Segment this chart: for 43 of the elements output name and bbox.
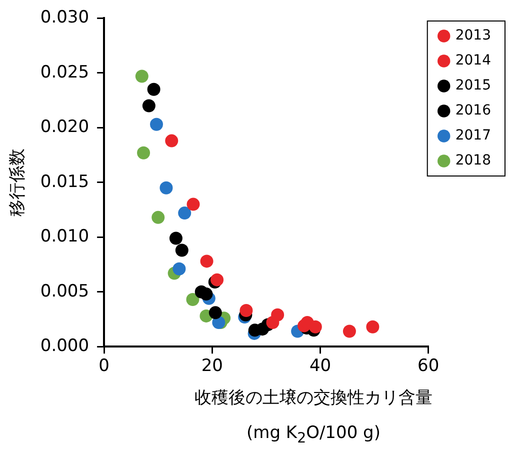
point <box>210 273 224 286</box>
y-tick-label: 0.020 <box>40 117 90 138</box>
point <box>172 262 186 276</box>
y-tick-label: 0.010 <box>40 226 90 247</box>
x-axis-title: 收穫後の土壌の交換性カリ含量 (mg K$_{2}$O/100 g) <box>194 387 434 446</box>
y-tick-label: 0.000 <box>40 336 90 356</box>
legend-label: 2017 <box>455 128 492 144</box>
point <box>186 293 200 306</box>
point <box>150 118 163 131</box>
point <box>137 146 150 160</box>
point <box>200 254 214 268</box>
point <box>240 304 253 317</box>
point <box>342 324 356 338</box>
point <box>160 181 173 194</box>
y-axis-title: 移行係数 <box>8 148 28 216</box>
point <box>256 322 269 336</box>
point <box>175 244 188 257</box>
point <box>271 308 284 322</box>
x-tick-label: 20 <box>201 356 223 376</box>
point <box>186 198 200 211</box>
x-tick-label: 40 <box>309 356 332 376</box>
point <box>200 288 213 301</box>
point <box>308 320 322 334</box>
x-tick-label: 60 <box>418 356 440 376</box>
point <box>178 206 192 220</box>
y-tick-label: 0.015 <box>40 172 90 192</box>
y-tick-label: 0.025 <box>40 62 90 82</box>
legend-label: 2018 <box>455 152 492 169</box>
point <box>366 320 380 334</box>
x-tick-label: 0 <box>98 356 110 376</box>
y-tick-label: 0.030 <box>40 8 90 28</box>
legend-label: 2013 <box>455 28 492 44</box>
legend-label: 2016 <box>455 102 492 119</box>
point <box>208 306 222 320</box>
point <box>135 70 148 83</box>
legend-label: 2015 <box>455 78 492 94</box>
y-tick-label: 0.005 <box>40 281 90 302</box>
point <box>169 232 182 245</box>
legend-label: 2014 <box>455 52 492 69</box>
point <box>142 99 156 112</box>
point <box>147 82 160 96</box>
point <box>152 210 165 224</box>
point <box>165 134 178 148</box>
